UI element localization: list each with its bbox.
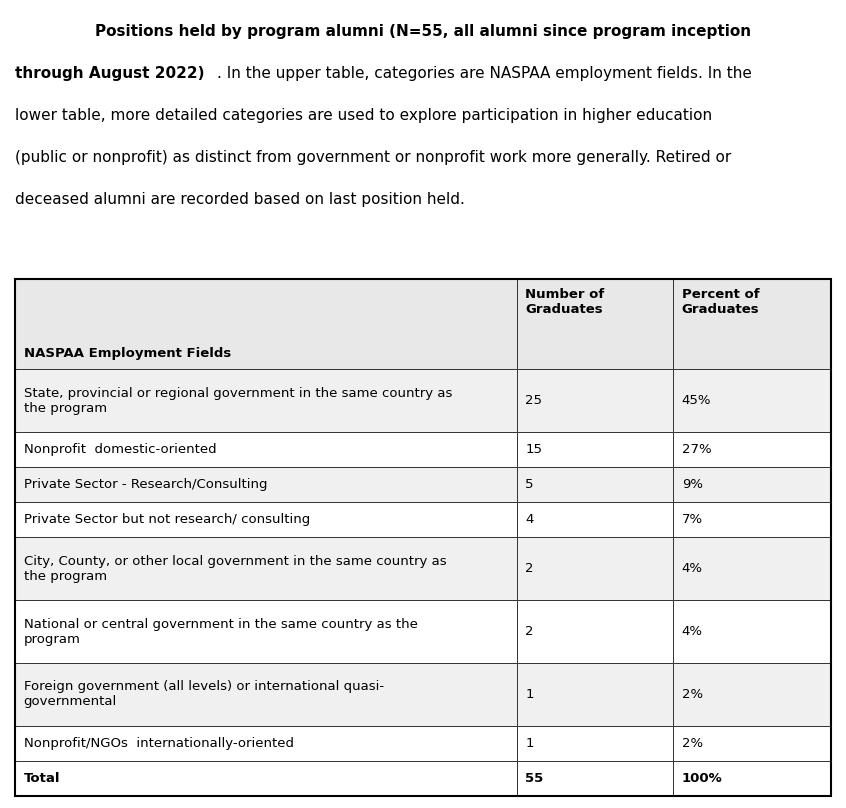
- Text: Private Sector but not research/ consulting: Private Sector but not research/ consult…: [24, 513, 310, 526]
- Bar: [15, 279, 831, 796]
- Bar: [15, 537, 517, 600]
- Bar: [517, 726, 673, 761]
- Text: 2%: 2%: [682, 737, 703, 750]
- Text: 2: 2: [525, 625, 534, 638]
- Text: Foreign government (all levels) or international quasi-
governmental: Foreign government (all levels) or inter…: [24, 680, 384, 709]
- Text: 45%: 45%: [682, 394, 711, 407]
- Bar: [15, 761, 517, 796]
- Text: Nonprofit  domestic-oriented: Nonprofit domestic-oriented: [24, 443, 217, 457]
- Text: National or central government in the same country as the
program: National or central government in the sa…: [24, 617, 418, 646]
- Text: 4: 4: [525, 513, 534, 526]
- Bar: [15, 600, 517, 663]
- Bar: [517, 432, 673, 467]
- Bar: [673, 761, 831, 796]
- Text: 5: 5: [525, 478, 534, 491]
- Bar: [517, 761, 673, 796]
- Bar: [15, 467, 517, 503]
- Bar: [15, 279, 517, 369]
- Text: 1: 1: [525, 688, 534, 701]
- Text: Private Sector - Research/Consulting: Private Sector - Research/Consulting: [24, 478, 267, 491]
- Text: 7%: 7%: [682, 513, 703, 526]
- Text: . In the upper table, categories are NASPAA employment fields. In the: . In the upper table, categories are NAS…: [217, 66, 751, 82]
- Text: NASPAA Employment Fields: NASPAA Employment Fields: [24, 347, 231, 360]
- Bar: [673, 663, 831, 726]
- Text: Percent of
Graduates: Percent of Graduates: [682, 288, 760, 317]
- Text: 27%: 27%: [682, 443, 711, 457]
- Text: through August 2022): through August 2022): [15, 66, 205, 82]
- Text: lower table, more detailed categories are used to explore participation in highe: lower table, more detailed categories ar…: [15, 108, 712, 124]
- Text: 4%: 4%: [682, 562, 703, 575]
- Bar: [517, 600, 673, 663]
- Bar: [673, 537, 831, 600]
- Text: (public or nonprofit) as distinct from government or nonprofit work more general: (public or nonprofit) as distinct from g…: [15, 150, 732, 166]
- Bar: [673, 503, 831, 537]
- Bar: [15, 663, 517, 726]
- Text: Positions held by program alumni (N=55, all alumni since program inception: Positions held by program alumni (N=55, …: [95, 24, 751, 40]
- Text: 55: 55: [525, 772, 543, 785]
- Bar: [673, 726, 831, 761]
- Text: Total: Total: [24, 772, 60, 785]
- Bar: [673, 432, 831, 467]
- Text: 2: 2: [525, 562, 534, 575]
- Bar: [15, 503, 517, 537]
- Text: Nonprofit/NGOs  internationally-oriented: Nonprofit/NGOs internationally-oriented: [24, 737, 294, 750]
- Bar: [517, 467, 673, 503]
- Text: deceased alumni are recorded based on last position held.: deceased alumni are recorded based on la…: [15, 192, 465, 208]
- Text: State, provincial or regional government in the same country as
the program: State, provincial or regional government…: [24, 387, 452, 415]
- Bar: [673, 369, 831, 432]
- Text: 4%: 4%: [682, 625, 703, 638]
- Bar: [15, 726, 517, 761]
- Bar: [517, 503, 673, 537]
- Text: 25: 25: [525, 394, 542, 407]
- Bar: [517, 369, 673, 432]
- Bar: [15, 432, 517, 467]
- Text: Number of
Graduates: Number of Graduates: [525, 288, 605, 317]
- Text: 15: 15: [525, 443, 542, 457]
- Text: 1: 1: [525, 737, 534, 750]
- Text: 100%: 100%: [682, 772, 722, 785]
- Bar: [517, 537, 673, 600]
- Bar: [517, 663, 673, 726]
- Text: 9%: 9%: [682, 478, 703, 491]
- Bar: [673, 279, 831, 369]
- Text: 2%: 2%: [682, 688, 703, 701]
- Bar: [673, 600, 831, 663]
- Text: City, County, or other local government in the same country as
the program: City, County, or other local government …: [24, 555, 447, 583]
- Bar: [517, 279, 673, 369]
- Bar: [673, 467, 831, 503]
- Bar: [15, 369, 517, 432]
